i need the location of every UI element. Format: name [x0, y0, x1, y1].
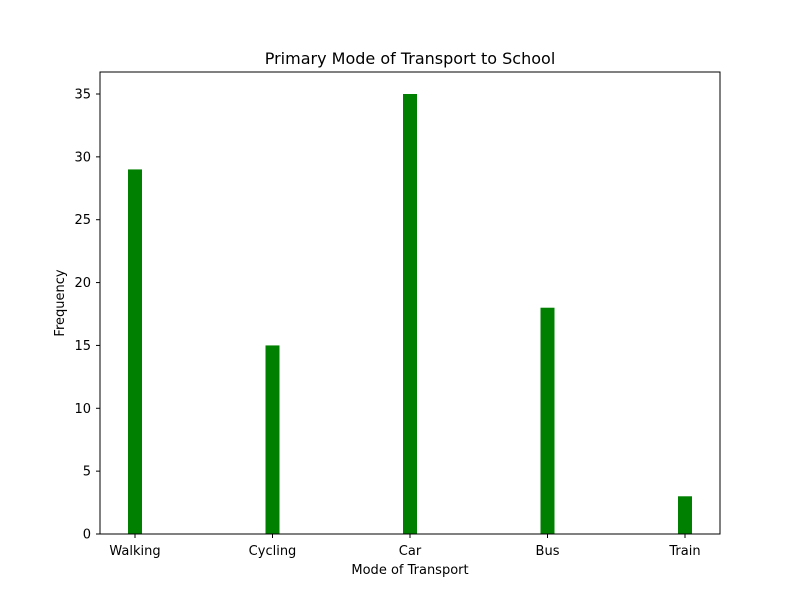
bar-cycling	[265, 345, 280, 534]
bar-bus	[540, 307, 555, 534]
plot-area	[128, 94, 692, 534]
y-tick-label: 25	[74, 213, 91, 228]
y-tick-label: 0	[83, 528, 91, 543]
x-tick-label: Walking	[109, 544, 160, 559]
bar-car	[403, 94, 417, 534]
bar-train	[678, 496, 692, 534]
y-tick-label: 35	[74, 88, 91, 103]
y-tick-label: 30	[74, 150, 91, 165]
x-axis: Walking Cycling Car Bus Train	[109, 534, 701, 559]
x-tick-label: Cycling	[249, 544, 297, 559]
y-axis: 0 5 10 15 20 25 30 35	[74, 88, 100, 543]
chart-title: Primary Mode of Transport to School	[265, 49, 556, 68]
y-tick-label: 5	[83, 465, 91, 480]
y-tick-label: 20	[74, 276, 91, 291]
x-axis-label: Mode of Transport	[351, 563, 468, 578]
y-axis-label: Frequency	[53, 269, 68, 336]
y-tick-label: 15	[74, 339, 91, 354]
x-tick-label: Car	[399, 544, 422, 559]
bar-walking	[128, 169, 142, 534]
x-tick-label: Train	[668, 544, 700, 559]
x-tick-label: Bus	[536, 544, 560, 559]
y-tick-label: 10	[74, 402, 91, 417]
